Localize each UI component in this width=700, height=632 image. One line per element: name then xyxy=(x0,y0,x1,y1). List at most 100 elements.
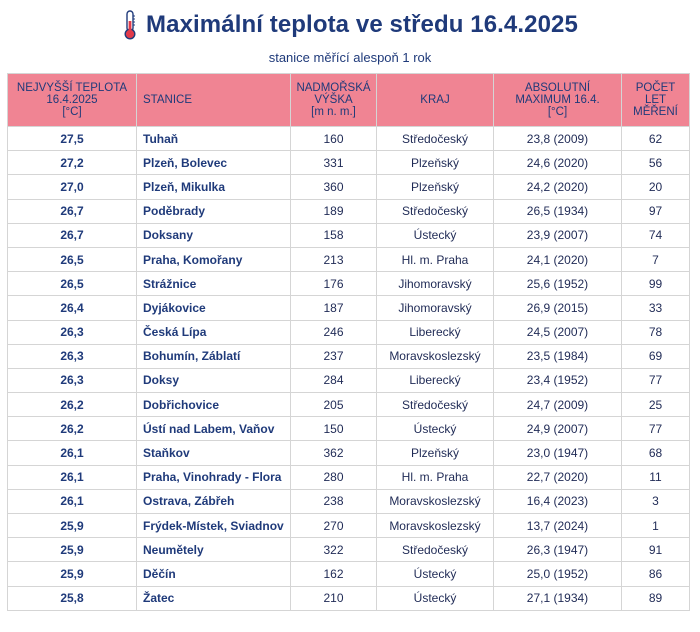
cell-station: Poděbrady xyxy=(136,198,291,224)
table-row: 26,7 Poděbrady 189 Středočeský 26,5 (1934) 97 xyxy=(7,198,690,224)
table-row: 26,2 Dobřichovice 205 Středočeský 24,7 (2009… xyxy=(7,392,690,418)
cell-station: Plzeň, Mikulka xyxy=(136,174,291,200)
cell-absolute-max: 13,7 (2024) xyxy=(493,512,622,539)
cell-region: Hl. m. Praha xyxy=(376,246,494,273)
cell-years: 62 xyxy=(621,125,690,152)
cell-absolute-max: 24,7 (2009) xyxy=(493,392,622,418)
cell-temperature: 26,7 xyxy=(7,198,137,224)
cell-temperature: 26,3 xyxy=(7,343,137,369)
table-row: 27,5 Tuhaň 160 Středočeský 23,8 (2009) 62 xyxy=(7,125,690,152)
cell-altitude: 331 xyxy=(290,150,377,176)
cell-station: Plzeň, Bolevec xyxy=(136,150,291,176)
cell-years: 86 xyxy=(621,561,690,587)
cell-years: 56 xyxy=(621,150,690,176)
cell-region: Hl. m. Praha xyxy=(376,464,494,490)
cell-years: 77 xyxy=(621,416,690,442)
cell-altitude: 360 xyxy=(290,174,377,200)
title-wrap: Maximální teplota ve středu 16.4.2025 xyxy=(122,10,578,40)
cell-years: 78 xyxy=(621,319,690,345)
cell-absolute-max: 26,5 (1934) xyxy=(493,198,622,224)
cell-altitude: 246 xyxy=(290,319,377,345)
cell-temperature: 27,5 xyxy=(7,125,137,152)
table-row: 26,5 Strážnice 176 Jihomoravský 25,6 (1952) 9… xyxy=(7,271,690,297)
cell-region: Jihomoravský xyxy=(376,271,494,297)
cell-absolute-max: 23,0 (1947) xyxy=(493,440,622,466)
table-row: 26,1 Ostrava, Zábřeh 238 Moravskoslezský 16,… xyxy=(7,488,690,515)
cell-region: Středočeský xyxy=(376,125,494,152)
cell-region: Moravskoslezský xyxy=(376,488,494,515)
cell-years: 99 xyxy=(621,271,690,297)
cell-altitude: 210 xyxy=(290,585,377,611)
table-row: 27,2 Plzeň, Bolevec 331 Plzeňský 24,6 (2020)… xyxy=(7,150,690,176)
table-body: 27,5 Tuhaň 160 Středočeský 23,8 (2009) 62 27,2… xyxy=(7,125,690,611)
cell-altitude: 284 xyxy=(290,367,377,394)
cell-temperature: 26,2 xyxy=(7,416,137,442)
cell-temperature: 26,1 xyxy=(7,440,137,466)
cell-station: Staňkov xyxy=(136,440,291,466)
cell-absolute-max: 22,7 (2020) xyxy=(493,464,622,490)
page-subtitle: stanice měřící alespoň 1 rok xyxy=(268,50,432,65)
cell-altitude: 187 xyxy=(290,295,377,321)
cell-altitude: 160 xyxy=(290,125,377,152)
col-altitude-header: NADMOŘSKÁ VÝŠKA [m n. m.] xyxy=(290,73,377,127)
cell-years: 1 xyxy=(621,512,690,539)
cell-station: Neumětely xyxy=(136,537,291,563)
cell-years: 20 xyxy=(621,174,690,200)
cell-absolute-max: 24,1 (2020) xyxy=(493,246,622,273)
table-row: 25,8 Žatec 210 Ústecký 27,1 (1934) 89 xyxy=(7,585,690,611)
cell-altitude: 150 xyxy=(290,416,377,442)
cell-temperature: 25,9 xyxy=(7,537,137,563)
cell-region: Plzeňský xyxy=(376,174,494,200)
cell-region: Ústecký xyxy=(376,416,494,442)
cell-station: Bohumín, Záblatí xyxy=(136,343,291,369)
cell-altitude: 322 xyxy=(290,537,377,563)
cell-altitude: 189 xyxy=(290,198,377,224)
col-station-header: STANICE xyxy=(136,73,291,127)
cell-region: Středočeský xyxy=(376,392,494,418)
cell-years: 68 xyxy=(621,440,690,466)
table-row: 26,7 Doksany 158 Ústecký 23,9 (2007) 74 xyxy=(7,222,690,248)
cell-years: 91 xyxy=(621,537,690,563)
cell-temperature: 26,5 xyxy=(7,246,137,273)
cell-region: Liberecký xyxy=(376,367,494,394)
cell-temperature: 26,1 xyxy=(7,488,137,515)
cell-region: Ústecký xyxy=(376,222,494,248)
cell-absolute-max: 26,9 (2015) xyxy=(493,295,622,321)
thermometer-icon xyxy=(124,10,136,40)
cell-altitude: 270 xyxy=(290,512,377,539)
cell-absolute-max: 25,6 (1952) xyxy=(493,271,622,297)
cell-station: Dyjákovice xyxy=(136,295,291,321)
cell-absolute-max: 24,9 (2007) xyxy=(493,416,622,442)
table-row: 25,9 Neumětely 322 Středočeský 26,3 (1947) 91 xyxy=(7,537,690,563)
table-row: 26,1 Praha, Vinohrady - Flora 280 Hl. m. Pr… xyxy=(7,464,690,490)
cell-station: Frýdek-Místek, Sviadnov xyxy=(136,512,291,539)
cell-altitude: 176 xyxy=(290,271,377,297)
cell-altitude: 205 xyxy=(290,392,377,418)
cell-region: Plzeňský xyxy=(376,440,494,466)
cell-station: Ostrava, Zábřeh xyxy=(136,488,291,515)
cell-temperature: 26,4 xyxy=(7,295,137,321)
header-row: NEJVYŠŠÍ TEPLOTA 16.4.2025 [°C] STANICE NADM… xyxy=(7,73,690,127)
cell-altitude: 237 xyxy=(290,343,377,369)
table-row: 27,0 Plzeň, Mikulka 360 Plzeňský 24,2 (2020)… xyxy=(7,174,690,200)
table-row: 25,9 Děčín 162 Ústecký 25,0 (1952) 86 xyxy=(7,561,690,587)
table-row: 26,2 Ústí nad Labem, Vaňov 150 Ústecký 24,9 … xyxy=(7,416,690,442)
cell-station: Doksy xyxy=(136,367,291,394)
col-temperature-header: NEJVYŠŠÍ TEPLOTA 16.4.2025 [°C] xyxy=(7,73,137,127)
cell-temperature: 25,9 xyxy=(7,561,137,587)
page-header: Maximální teplota ve středu 16.4.2025 st… xyxy=(0,0,700,74)
cell-years: 77 xyxy=(621,367,690,394)
cell-temperature: 25,9 xyxy=(7,512,137,539)
table-row: 26,1 Staňkov 362 Plzeňský 23,0 (1947) 68 xyxy=(7,440,690,466)
page-title: Maximální teplota ve středu 16.4.2025 xyxy=(146,11,578,38)
table-row: 25,9 Frýdek-Místek, Sviadnov 270 Moravskosl… xyxy=(7,512,690,539)
temperature-table: NEJVYŠŠÍ TEPLOTA 16.4.2025 [°C] STANICE NADM… xyxy=(7,73,690,611)
cell-station: Ústí nad Labem, Vaňov xyxy=(136,416,291,442)
cell-station: Dobřichovice xyxy=(136,392,291,418)
cell-region: Moravskoslezský xyxy=(376,343,494,369)
cell-years: 33 xyxy=(621,295,690,321)
table-row: 26,3 Česká Lípa 246 Liberecký 24,5 (2007) 78 xyxy=(7,319,690,345)
cell-absolute-max: 23,4 (1952) xyxy=(493,367,622,394)
cell-years: 7 xyxy=(621,246,690,273)
table-row: 26,5 Praha, Komořany 213 Hl. m. Praha 24,1 (… xyxy=(7,246,690,273)
